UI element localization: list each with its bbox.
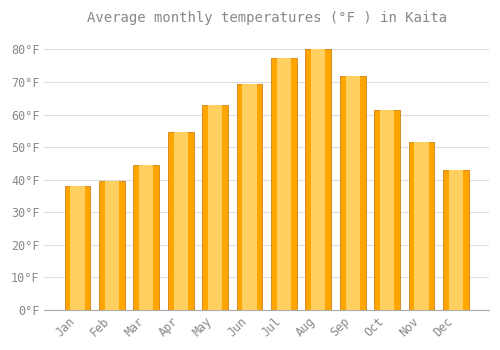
Bar <box>311 49 326 310</box>
Bar <box>174 132 188 310</box>
Bar <box>134 165 159 310</box>
Bar <box>202 105 228 310</box>
Bar <box>277 58 291 310</box>
Bar <box>208 105 222 310</box>
Bar <box>64 186 90 310</box>
Bar <box>443 170 468 310</box>
Bar <box>374 110 400 310</box>
Bar <box>306 49 331 310</box>
Bar <box>105 181 119 310</box>
Bar <box>70 186 85 310</box>
Bar <box>448 170 463 310</box>
Bar <box>168 132 194 310</box>
Bar <box>414 142 428 310</box>
Bar <box>271 58 297 310</box>
Bar <box>139 165 154 310</box>
Bar <box>236 84 262 310</box>
Bar <box>380 110 394 310</box>
Bar <box>242 84 256 310</box>
Bar <box>340 76 365 310</box>
Title: Average monthly temperatures (°F ) in Kaita: Average monthly temperatures (°F ) in Ka… <box>86 11 446 25</box>
Bar <box>99 181 125 310</box>
Bar <box>408 142 434 310</box>
Bar <box>346 76 360 310</box>
